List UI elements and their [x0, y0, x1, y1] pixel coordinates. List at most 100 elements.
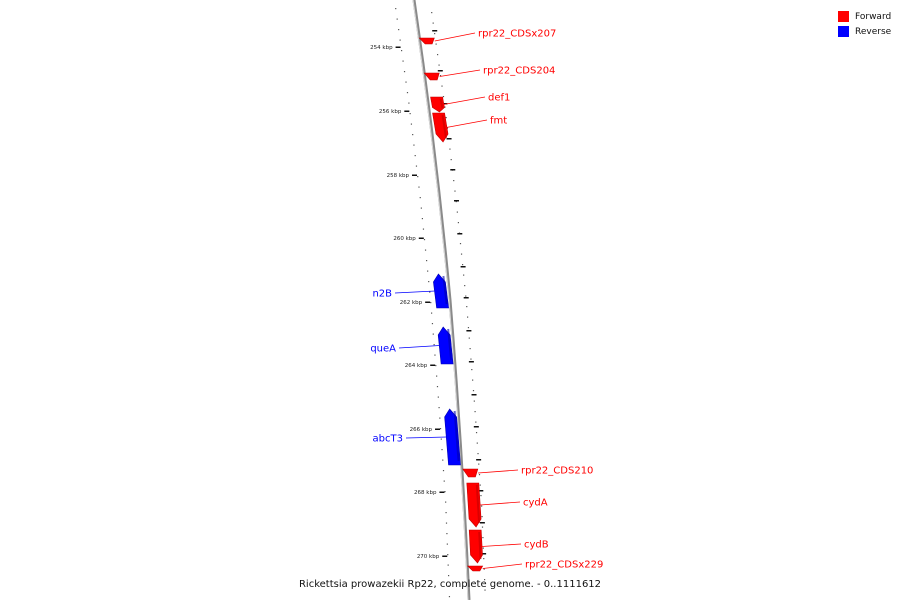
leader-line — [482, 563, 523, 569]
dot-left — [445, 522, 448, 524]
tick-label: 256 kbp — [379, 109, 402, 115]
gene-cydB[interactable]: cydB — [468, 529, 549, 564]
dot-left — [430, 302, 432, 304]
legend-forward[interactable]: Forward — [838, 9, 898, 24]
dot-left — [420, 207, 422, 209]
tick-mark — [418, 237, 424, 239]
dot-left — [426, 260, 428, 262]
dot-right — [466, 306, 468, 308]
dot-left — [395, 8, 397, 10]
dot-left — [429, 291, 431, 293]
dot-right — [484, 579, 486, 581]
dot-left — [418, 186, 420, 188]
dot-right — [469, 348, 471, 350]
right-tick-mark — [454, 200, 459, 202]
dot-right — [481, 516, 483, 518]
dot-left — [406, 92, 409, 94]
gene-features: rpr22_CDSx207 rpr22_CDS204 def1 fmt n2B queA a… — [370, 29, 603, 572]
dot-right — [481, 526, 484, 528]
gene-shade — [447, 328, 453, 361]
gene-label: n2B — [372, 289, 392, 300]
dot-right — [449, 148, 451, 150]
dot-right — [457, 222, 459, 224]
gene-fmt[interactable]: fmt — [432, 112, 508, 143]
dot-right — [445, 117, 447, 119]
dot-right — [464, 285, 466, 287]
dot-left — [446, 543, 448, 545]
dot-left — [415, 165, 418, 167]
gene-label: cydA — [523, 498, 548, 509]
dot-left — [439, 428, 442, 430]
dot-right — [477, 453, 479, 455]
dot-left — [436, 375, 438, 377]
dot-right — [481, 505, 483, 507]
dot-right — [470, 358, 472, 360]
gene-rpr22_CDSx229[interactable]: rpr22_CDSx229 — [466, 560, 604, 572]
dot-right — [478, 474, 481, 476]
right-tick-mark — [479, 522, 485, 524]
tick-mark — [439, 491, 445, 493]
gene-label: rpr22_CDSx229 — [525, 560, 603, 571]
right-tick-mark — [478, 490, 484, 492]
gene-rpr22_CDS210[interactable]: rpr22_CDS210 — [462, 466, 594, 478]
dot-left — [440, 438, 442, 440]
right-tick-mark — [468, 361, 474, 363]
gene-def1[interactable]: def1 — [430, 93, 511, 113]
dot-left — [419, 197, 421, 199]
gene-label: rpr22_CDSx207 — [478, 29, 556, 40]
legend-reverse[interactable]: Reverse — [838, 24, 898, 39]
tick-mark — [442, 555, 448, 557]
tick-label: 254 kbp — [370, 45, 393, 51]
dot-right — [462, 264, 464, 266]
gene-n2B[interactable]: n2B — [372, 273, 449, 309]
right-tick-mark — [476, 459, 482, 461]
gene-rpr22_CDS204[interactable]: rpr22_CDS204 — [423, 66, 555, 81]
leader-line — [480, 501, 521, 506]
dot-left — [448, 596, 451, 598]
dot-left — [436, 386, 439, 388]
right-tick-mark — [460, 266, 466, 268]
genome-backbone — [412, 0, 471, 600]
gene-label: rpr22_CDS210 — [521, 466, 593, 477]
dot-left — [413, 144, 415, 146]
leader-line — [478, 469, 519, 474]
tick-label: 258 kbp — [387, 173, 410, 179]
dot-right — [476, 442, 478, 444]
dot-right — [480, 495, 482, 497]
dot-left — [445, 501, 447, 503]
dot-right — [484, 589, 486, 591]
leader-line — [439, 69, 481, 77]
gene-rpr22_CDSx207[interactable]: rpr22_CDSx207 — [418, 29, 556, 45]
dot-left — [435, 365, 437, 367]
dot-left — [409, 113, 411, 115]
gene-label: rpr22_CDS204 — [483, 66, 555, 77]
dot-right — [432, 22, 434, 24]
dot-left — [417, 176, 419, 178]
right-tick-mark — [450, 169, 456, 171]
right-tick-mark — [432, 30, 438, 32]
dot-right — [442, 96, 445, 98]
dot-right — [438, 64, 440, 66]
leader-line — [398, 345, 440, 349]
dot-right — [439, 75, 442, 77]
dot-left — [421, 218, 423, 220]
gene-abcT3[interactable]: abcT3 — [373, 408, 461, 466]
right-tick-mark — [473, 426, 479, 428]
dot-left — [401, 50, 403, 52]
dot-right — [474, 411, 476, 413]
gene-cydA[interactable]: cydA — [466, 482, 548, 528]
right-tick-mark — [457, 233, 463, 235]
legend-reverse-label: Reverse — [855, 26, 892, 37]
dot-right — [468, 337, 470, 339]
dot-right — [472, 390, 475, 392]
dot-right — [453, 180, 455, 182]
gene-queA[interactable]: queA — [370, 326, 454, 365]
dot-right — [475, 432, 478, 434]
tick-label: 268 kbp — [414, 490, 437, 496]
dot-left — [396, 18, 398, 20]
right-tick-mark — [481, 553, 487, 555]
leader-line — [405, 436, 447, 439]
dot-left — [424, 249, 427, 251]
dot-right — [431, 12, 433, 14]
dot-left — [428, 281, 430, 283]
